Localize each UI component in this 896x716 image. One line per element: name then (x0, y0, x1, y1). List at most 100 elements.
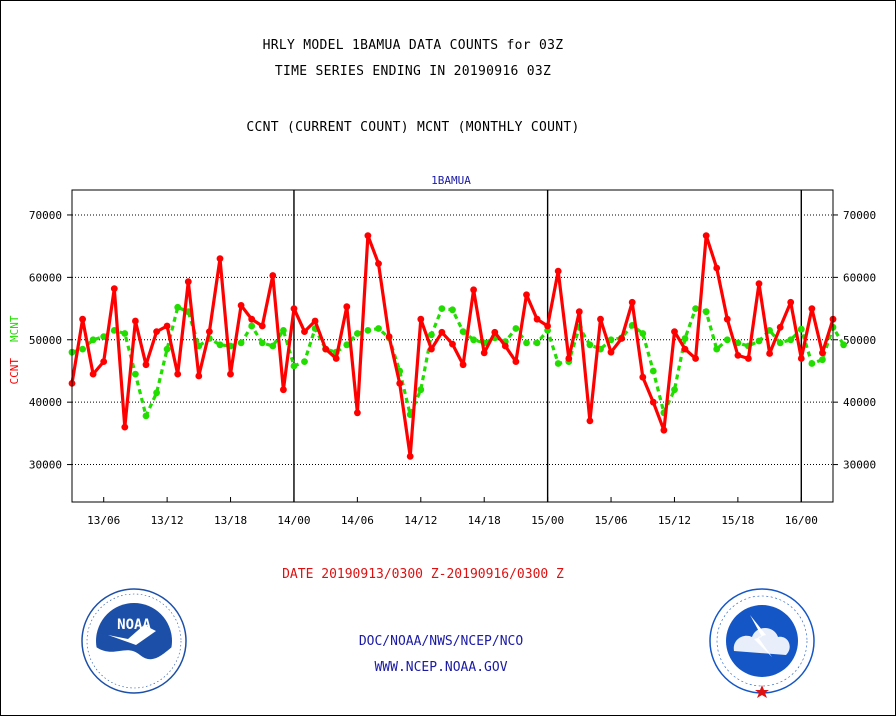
x-tick-label: 15/00 (531, 514, 564, 527)
mcnt-point (428, 331, 435, 339)
org-path-text: DOC/NOAA/NWS/NCEP/NCO (359, 634, 524, 649)
ccnt-point (163, 322, 171, 330)
ccnt-point (248, 315, 256, 323)
mcnt-point (301, 358, 308, 365)
y-tick-label: 30000 (29, 459, 62, 472)
y-tick-label: 60000 (843, 271, 876, 284)
mcnt-point (533, 339, 541, 347)
ccnt-point (702, 232, 710, 240)
x-tick-label: 15/06 (594, 514, 627, 527)
ccnt-point (766, 350, 773, 357)
y-tick-label: 60000 (29, 271, 62, 284)
ccnt-point (554, 267, 562, 275)
mcnt-point (449, 306, 456, 314)
ccnt-point (734, 352, 742, 359)
mcnt-point (523, 339, 530, 347)
mcnt-point (713, 345, 721, 353)
ccnt-point (713, 264, 721, 272)
ccnt-point (459, 361, 467, 369)
ccnt-point (375, 260, 382, 267)
ccnt-point (808, 305, 816, 312)
header-line-3: CCNT (CURRENT COUNT) MCNT (MONTHLY COUNT… (246, 120, 580, 135)
ccnt-point (153, 328, 161, 335)
mcnt-point (512, 325, 520, 332)
ccnt-point (618, 335, 625, 342)
ccnt-point (787, 298, 795, 306)
ccnt-point (512, 358, 520, 365)
ccnt-point (354, 409, 361, 417)
mcnt-point (132, 370, 139, 378)
ccnt-point (332, 355, 340, 362)
y-axis-left: 30000 40000 50000 60000 70000 (29, 209, 72, 472)
mcnt-point (237, 339, 245, 347)
ccnt-point (290, 305, 298, 312)
x-tick-label: 16/00 (785, 514, 818, 527)
plot-border (71, 189, 834, 503)
noaa-logo-label: NOAA (117, 617, 151, 633)
mcnt-point (100, 333, 108, 340)
mcnt-point (787, 336, 795, 344)
ccnt-point (797, 355, 805, 362)
mcnt-point (702, 308, 710, 316)
ccnt-point (723, 315, 731, 323)
mcnt-point (153, 389, 161, 397)
grid-lines (72, 190, 833, 502)
y-tick-label: 30000 (843, 459, 876, 472)
ccnt-point (301, 328, 308, 335)
chart-title: 1BAMUA (431, 174, 471, 187)
ccnt-point (322, 345, 330, 353)
ccnt-point (692, 355, 699, 362)
mcnt-point (755, 337, 763, 345)
ccnt-point (132, 317, 139, 325)
mcnt-point (808, 360, 816, 367)
ccnt-point (269, 272, 277, 279)
ccnt-point (565, 355, 573, 362)
ccnt-point (174, 370, 182, 378)
mcnt-point (671, 386, 678, 394)
ccnt-point (544, 322, 551, 330)
x-tick-label: 14/18 (468, 514, 501, 527)
y-tick-label: 40000 (843, 396, 876, 409)
mcnt-point (248, 322, 256, 330)
y-axis-label-ccnt: CCNT (8, 358, 21, 385)
mcnt-point (174, 303, 182, 311)
mcnt-point (681, 335, 689, 342)
ccnt-point (586, 417, 594, 425)
ccnt-point (311, 317, 319, 325)
x-tick-label: 13/12 (151, 514, 184, 527)
ccnt-point (385, 333, 393, 340)
mcnt-point (343, 341, 351, 349)
mcnt-point (354, 330, 361, 337)
ccnt-point (438, 328, 446, 336)
ccnt-point (364, 232, 372, 240)
ccnt-point (237, 302, 245, 309)
header-line-2: TIME SERIES ENDING IN 20190916 03Z (274, 64, 552, 79)
mcnt-point (89, 336, 97, 344)
nws-logo (709, 588, 815, 698)
ccnt-point (216, 255, 224, 262)
mcnt-point (417, 386, 425, 394)
noaa-logo: NOAA (81, 588, 187, 694)
ccnt-point (523, 291, 530, 299)
ccnt-point (89, 370, 97, 378)
ccnt-point (501, 342, 509, 350)
ccnt-point (79, 315, 86, 323)
mcnt-point (375, 325, 382, 332)
ccnt-point (258, 322, 266, 330)
y-axis-label-mcnt: MCNT (8, 315, 21, 342)
ccnt-point (755, 280, 763, 287)
ccnt-point (110, 285, 118, 292)
y-axis-right: 30000 40000 50000 60000 70000 (833, 209, 876, 472)
ccnt-point (819, 349, 826, 357)
mcnt-point (649, 367, 657, 375)
ccnt-point (227, 370, 234, 378)
mcnt-point (819, 356, 826, 364)
mcnt-point (586, 341, 594, 349)
mcnt-point (840, 341, 847, 349)
website-text[interactable]: WWW.NCEP.NOAA.GOV (374, 660, 507, 675)
website-link[interactable]: WWW.NCEP.NOAA.GOV (374, 660, 507, 675)
mcnt-point (797, 325, 805, 333)
ccnt-point (417, 315, 425, 323)
mcnt-point (438, 305, 446, 312)
